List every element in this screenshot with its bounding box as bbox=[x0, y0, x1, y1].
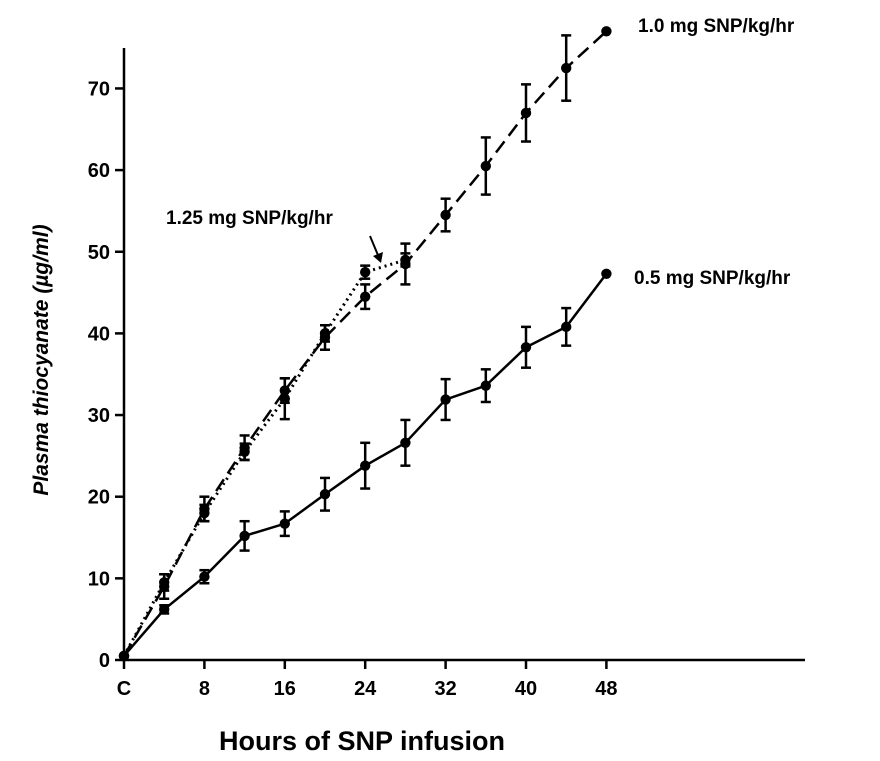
x-tick-label: 16 bbox=[274, 678, 296, 700]
data-point bbox=[239, 446, 250, 457]
x-ticks: C 8 16 24 32 40 48 bbox=[117, 660, 618, 700]
data-point bbox=[400, 254, 411, 266]
x-axis-title: Hours of SNP infusion bbox=[219, 726, 505, 756]
data-point bbox=[360, 460, 371, 471]
data-point bbox=[159, 577, 170, 588]
data-point bbox=[279, 518, 290, 529]
y-tick-label: 0 bbox=[99, 650, 110, 672]
axes bbox=[122, 48, 805, 662]
y-tick-label: 40 bbox=[88, 323, 110, 345]
y-tick-label: 50 bbox=[88, 242, 110, 264]
data-point bbox=[561, 321, 572, 333]
data-point bbox=[400, 437, 411, 449]
x-tick-label: 40 bbox=[515, 678, 537, 700]
series-label-0-5: 0.5 mg SNP/kg/hr bbox=[634, 268, 791, 289]
data-point bbox=[520, 107, 532, 119]
data-point bbox=[239, 530, 250, 542]
data-point bbox=[601, 268, 612, 279]
data-point bbox=[159, 604, 170, 615]
data-point bbox=[440, 209, 451, 221]
y-axis-title: Plasma thiocyanate (µg/ml) bbox=[30, 224, 53, 495]
error-bars bbox=[159, 34, 572, 615]
series-lines bbox=[122, 30, 608, 657]
data-point bbox=[199, 571, 210, 582]
y-tick-label: 10 bbox=[88, 568, 110, 590]
data-point bbox=[279, 385, 290, 396]
y-tick-label: 60 bbox=[88, 160, 110, 182]
x-tick-label: 48 bbox=[595, 678, 617, 700]
data-point bbox=[480, 160, 491, 172]
series-label-1-25: 1.25 mg SNP/kg/hr bbox=[166, 208, 333, 229]
data-point bbox=[360, 291, 371, 302]
data-point bbox=[279, 393, 290, 404]
data-point bbox=[440, 394, 451, 405]
data-point bbox=[520, 342, 532, 353]
y-tick-label: 70 bbox=[88, 78, 110, 100]
data-point bbox=[118, 650, 130, 662]
annotations: 1.0 mg SNP/kg/hr 1.25 mg SNP/kg/hr 0.5 m… bbox=[166, 16, 795, 289]
y-tick-label: 30 bbox=[88, 405, 110, 427]
series-line-1 bbox=[122, 258, 406, 657]
series-label-1-0: 1.0 mg SNP/kg/hr bbox=[638, 16, 795, 37]
y-tick-label: 20 bbox=[88, 487, 110, 509]
data-point bbox=[561, 62, 572, 74]
x-tick-label: 8 bbox=[199, 678, 210, 700]
series-label-1-25-arrowhead bbox=[373, 252, 383, 263]
data-point bbox=[360, 266, 371, 278]
y-ticks: 0 10 20 30 40 50 60 70 bbox=[88, 78, 124, 672]
data-point bbox=[199, 507, 210, 519]
markers bbox=[118, 26, 612, 662]
x-tick-label: 32 bbox=[434, 678, 456, 700]
data-point bbox=[319, 328, 331, 339]
data-point bbox=[319, 489, 331, 500]
x-tick-label: 24 bbox=[354, 678, 377, 700]
x-tick-label: C bbox=[117, 678, 131, 700]
data-point bbox=[601, 26, 612, 37]
data-point bbox=[480, 380, 491, 391]
